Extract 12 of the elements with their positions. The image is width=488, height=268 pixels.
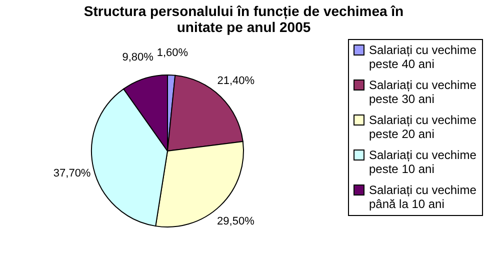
legend-label: Salariați cu vechime peste 10 ani (369, 148, 477, 176)
data-label: 9,80% (122, 52, 154, 64)
legend-label: Salariați cu vechime peste 20 ani (369, 113, 477, 141)
data-label: 21,40% (217, 74, 255, 87)
data-label: 1,60% (156, 47, 188, 60)
data-label: 37,70% (53, 167, 91, 180)
text: Structura personalului în funcție de vechimea în (84, 3, 404, 19)
legend-label: Salariați cu vechime până la 10 ani (369, 183, 477, 211)
legend-label: Salariați cu vechime peste 30 ani (369, 78, 477, 106)
data-label: 29,50% (217, 215, 255, 228)
legend-label: Salariați cu vechime peste 40 ani (369, 43, 477, 71)
text: unitate pe anul 2005 (176, 19, 311, 35)
